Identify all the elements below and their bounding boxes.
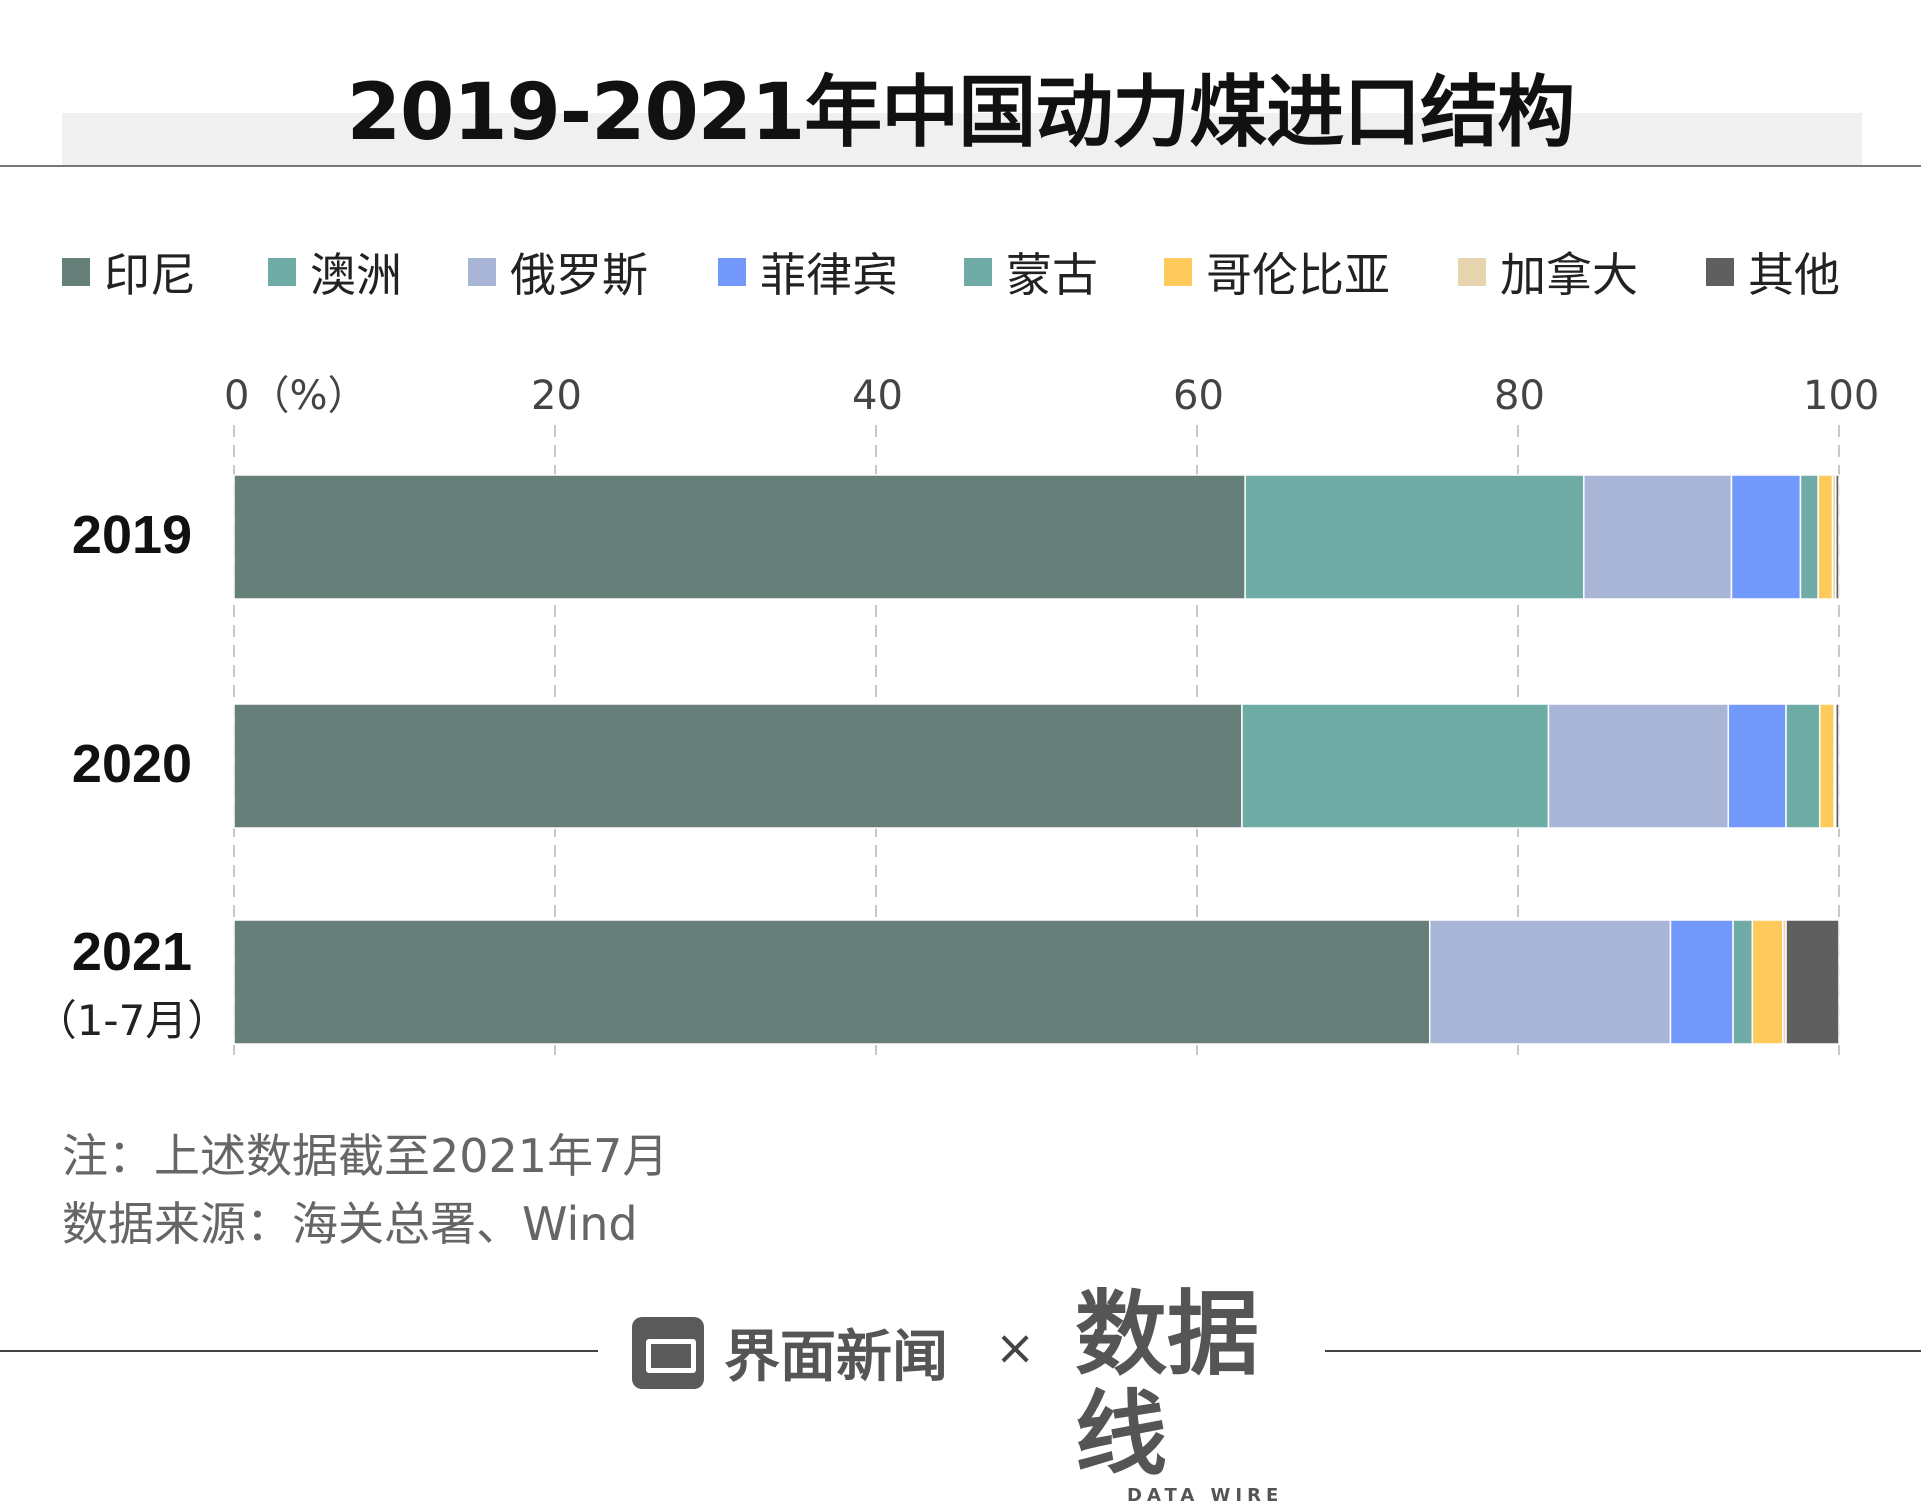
legend-swatch <box>964 258 992 286</box>
brand-logo: 界面新闻 <box>632 1312 948 1393</box>
stacked-bar-chart: 0（%） 20 40 60 80 100 2019 2020 2021 （1-7月） <box>35 373 1879 1055</box>
legend-label: 菲律宾 <box>760 248 898 302</box>
category-sublabel: （1-7月） <box>35 996 230 1045</box>
cross-icon: × <box>995 1320 1036 1376</box>
category-label: 2020 <box>72 734 192 794</box>
x-tick-label: 40 <box>852 373 903 419</box>
category-label: 2019 <box>72 505 192 565</box>
legend-swatch <box>1164 258 1192 286</box>
legend-label: 俄罗斯 <box>510 248 648 302</box>
legend-swatch <box>1706 258 1734 286</box>
x-tick-label: 100 <box>1803 373 1879 419</box>
bar-segment <box>1428 919 1672 1045</box>
bar-segment <box>1818 703 1835 829</box>
legend-item-mongolia: 蒙古 <box>964 242 1098 302</box>
bar-segment <box>1730 474 1802 600</box>
bar-segment <box>233 474 1246 600</box>
bar-segment <box>1244 474 1585 600</box>
bar-segment <box>1785 703 1821 829</box>
x-tick-label: 0（%） <box>224 373 367 419</box>
legend: 印尼 澳洲 俄罗斯 菲律宾 蒙古 哥伦比亚 加拿大 其他 <box>62 242 1862 302</box>
jiemian-icon <box>632 1316 704 1389</box>
legend-label: 哥伦比亚 <box>1206 248 1390 302</box>
legend-item-indonesia: 印尼 <box>62 242 196 302</box>
legend-item-colombia: 哥伦比亚 <box>1164 242 1390 302</box>
datawire-mark: 数据线 <box>1075 1281 1260 1488</box>
legend-label: 印尼 <box>104 248 196 302</box>
legend-item-russia: 俄罗斯 <box>468 242 648 302</box>
footnote: 注：上述数据截至2021年7月 <box>62 1129 669 1183</box>
bar-segment <box>1669 919 1734 1045</box>
legend-label: 加拿大 <box>1500 248 1638 302</box>
chart-title: 2019-2021年中国动力煤进口结构 <box>346 68 1576 158</box>
legend-swatch <box>718 258 746 286</box>
bar-segment <box>1835 703 1840 829</box>
bar-segment <box>1583 474 1733 600</box>
legend-item-canada: 加拿大 <box>1458 242 1638 302</box>
legend-label: 澳洲 <box>310 248 402 302</box>
data-source: 数据来源：海关总署、Wind <box>62 1197 638 1251</box>
title-divider <box>0 165 1921 167</box>
bar-segment <box>1835 474 1840 600</box>
bar-segment <box>1751 919 1784 1045</box>
legend-swatch <box>1458 258 1486 286</box>
title-band <box>62 113 1862 165</box>
footer-divider-left <box>0 1350 598 1352</box>
legend-swatch <box>468 258 496 286</box>
datawire-subtitle: DATA WIRE <box>1127 1485 1284 1506</box>
footer-divider-right <box>1325 1350 1921 1352</box>
bar-segment <box>1732 919 1754 1045</box>
legend-label: 蒙古 <box>1006 248 1098 302</box>
bar-segment <box>1241 703 1550 829</box>
legend-label: 其他 <box>1748 248 1840 302</box>
bar-segment <box>233 703 1243 829</box>
bar-segment <box>1799 474 1819 600</box>
legend-swatch <box>62 258 90 286</box>
bar-segment <box>1547 703 1730 829</box>
bar-segment <box>233 919 1431 1045</box>
x-tick-label: 20 <box>531 373 582 419</box>
bar-segment <box>1785 919 1840 1045</box>
legend-swatch <box>268 258 296 286</box>
legend-item-australia: 澳洲 <box>268 242 402 302</box>
category-label: 2021 <box>72 922 192 982</box>
x-tick-label: 80 <box>1494 373 1545 419</box>
brand-name: 界面新闻 <box>724 1325 948 1390</box>
bar-segment <box>1727 703 1787 829</box>
bar-segment <box>1817 474 1834 600</box>
legend-item-philippines: 菲律宾 <box>718 242 898 302</box>
datawire-logo: 数据线 DATA WIRE <box>1075 1285 1295 1506</box>
legend-item-other: 其他 <box>1706 242 1840 302</box>
x-tick-label: 60 <box>1173 373 1224 419</box>
